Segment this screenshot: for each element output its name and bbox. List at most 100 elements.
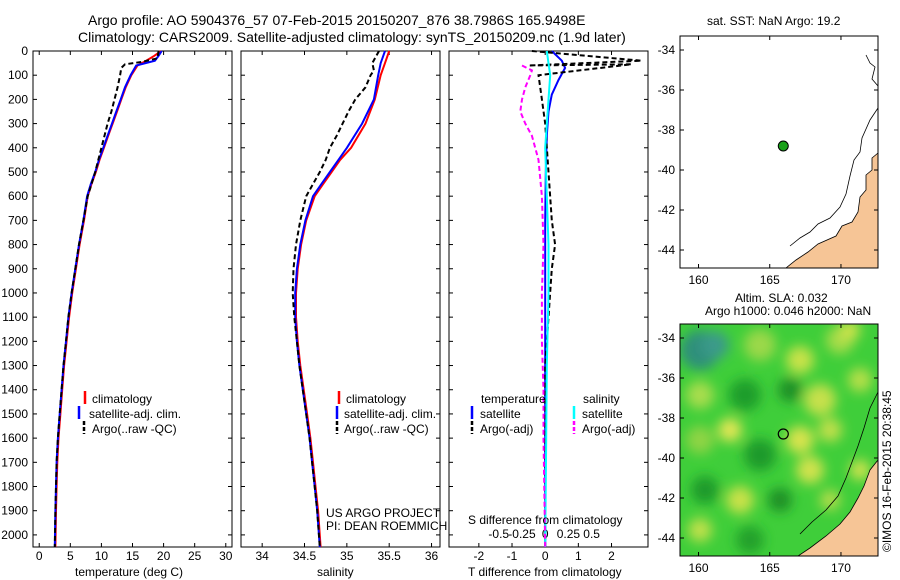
map-x-tick-label: 170 (831, 561, 851, 575)
series-satellite-adj-clim (294, 50, 386, 548)
sla-anomaly-blob (729, 379, 761, 411)
sla-anomaly-blob (840, 324, 860, 340)
map-y-tick-label: -44 (658, 243, 676, 257)
legend-label-argo: Argo(..raw -QC) (92, 422, 177, 436)
depth-tick-label: 500 (8, 165, 28, 179)
x-tick-label: 25 (188, 549, 202, 563)
sla-anomaly-field (680, 324, 872, 554)
depth-tick-label: 1600 (1, 431, 28, 445)
sla-anomaly-blob (786, 426, 814, 454)
map-x-tick-label: 160 (689, 273, 709, 287)
x-tick-label: 5 (67, 549, 74, 563)
temperature-xlabel: temperature (deg C) (75, 565, 183, 579)
depth-tick-label: 900 (8, 262, 28, 276)
difference-panel: -2 -1 0 1 2-0.5 -0.25 0 0.25 0.5 S difference fr… (448, 50, 649, 579)
sla-anomaly-blob (848, 368, 872, 392)
salinity-legend: climatology satellite-adj. clim. Argo(..… (335, 391, 436, 436)
legend-label-temp-satellite: satellite (480, 407, 521, 421)
annotation-project: US ARGO PROJECT (326, 506, 441, 520)
depth-tick-label: 2000 (1, 528, 28, 542)
depth-tick-label: 1400 (1, 383, 28, 397)
x-tick-label: -1 (507, 549, 518, 563)
x-tick-label: 35.5 (378, 549, 402, 563)
imos-stamp: ©IMOS 16-Feb-2015 20:38:45 (880, 390, 894, 552)
legend-title-salinity: salinity (583, 392, 620, 406)
salinity-lines (291, 50, 391, 548)
sla-anomaly-blob (768, 488, 792, 512)
title-line-1: Argo profile: AO 5904376_57 07-Feb-2015 … (88, 12, 585, 28)
sla-anomaly-blob (691, 476, 719, 504)
series-temperature-argo-adj (528, 50, 642, 547)
x-tick-label: 30 (219, 549, 233, 563)
sla-map-axes: 160 165 170 -34 -36 -38 -40 -42 -44 (658, 324, 878, 575)
salinity-depth-ticks (241, 50, 440, 536)
x-tick-label: 34.5 (293, 549, 317, 563)
x-tick-label: -2 (474, 549, 485, 563)
salinity-panel: 34 34.5 35 35.5 36 salinity climatology sate… (240, 50, 447, 579)
depth-tick-label: 1900 (1, 504, 28, 518)
difference-depth-ticks (449, 50, 648, 536)
sla-anomaly-blob (744, 329, 776, 361)
map-y-tick-label: -40 (658, 163, 676, 177)
sla-anomaly-blob (804, 384, 836, 416)
sla-map-panel: Altim. SLA: 0.032 Argo h1000: 0.046 h200… (658, 291, 879, 575)
sla-anomaly-blob (786, 346, 814, 374)
map-y-tick-label: -42 (658, 203, 676, 217)
series-salinity-satellite (544, 50, 552, 548)
series-argo-raw-qc (291, 50, 380, 548)
map-y-tick-label: -44 (658, 531, 676, 545)
depth-tick-label: 1000 (1, 286, 28, 300)
sla-coastline-1000m (799, 391, 878, 535)
sla-anomaly-blob (718, 418, 742, 442)
sst-map-axes: 160 165 170 -34 -36 -38 -40 -42 -44 (658, 36, 878, 287)
temperature-lines (53, 50, 163, 548)
sla-anomaly-blob (796, 456, 824, 484)
depth-tick-label: 600 (8, 189, 28, 203)
salinity-xlabel: salinity (317, 565, 354, 579)
sla-anomaly-blob (726, 486, 754, 514)
depth-tick-label: 400 (8, 141, 28, 155)
sla-map-title-1: Altim. SLA: 0.032 (735, 291, 828, 305)
sst-coastline-1000m (789, 107, 879, 247)
depth-tick-label: 800 (8, 238, 28, 252)
map-y-tick-label: -34 (658, 43, 676, 57)
sst-map-panel: sat. SST: NaN Argo: 19.2 160 165 170 -34 -36… (658, 14, 879, 287)
s-tick-label: -0.25 (508, 527, 536, 541)
salinity-x-axis: 34 34.5 35 35.5 36 (255, 51, 439, 563)
map-x-tick-label: 165 (760, 561, 780, 575)
map-x-tick-label: 170 (831, 273, 851, 287)
sla-anomaly-blob (818, 418, 842, 442)
sla-anomaly-blob (736, 526, 764, 554)
t-difference-label: T difference from climatology (468, 565, 622, 579)
sla-heatmap (680, 324, 878, 556)
depth-tick-label: 1300 (1, 359, 28, 373)
difference-legend: temperature salinity satellite Argo(-adj… (470, 392, 635, 436)
depth-tick-label: 200 (8, 92, 28, 106)
sla-anomaly-blob (744, 439, 776, 471)
s-tick-label: -0.5 (488, 527, 509, 541)
x-tick-label: 0 (36, 549, 43, 563)
map-x-tick-label: 165 (760, 273, 780, 287)
depth-tick-label: 1500 (1, 407, 28, 421)
sla-map-title-2: Argo h1000: 0.046 h2000: NaN (705, 304, 871, 318)
sla-anomaly-blob (701, 331, 729, 359)
depth-tick-label: 1800 (1, 480, 28, 494)
sst-land (784, 152, 879, 269)
sst-map-title: sat. SST: NaN Argo: 19.2 (707, 14, 841, 28)
s-difference-label: S difference from climatology (468, 513, 623, 527)
legend-label-climatology: climatology (92, 392, 152, 406)
map-y-tick-label: -38 (658, 411, 676, 425)
series-salinity-argo-adj (519, 64, 547, 548)
x-tick-label: 34 (255, 549, 269, 563)
depth-axis: 0 100 200 300 400 500 600 700 800 900 1000 1100 1200… (1, 44, 232, 542)
sst-coastline-north (865, 54, 879, 87)
depth-tick-label: 0 (21, 44, 28, 58)
sla-anomaly-blob (688, 518, 712, 542)
difference-frame (448, 50, 649, 548)
temperature-frame (32, 50, 233, 548)
depth-tick-label: 1700 (1, 455, 28, 469)
legend-label-climatology: climatology (346, 392, 406, 406)
x-tick-label: 1 (575, 549, 582, 563)
map-y-tick-label: -36 (658, 371, 676, 385)
